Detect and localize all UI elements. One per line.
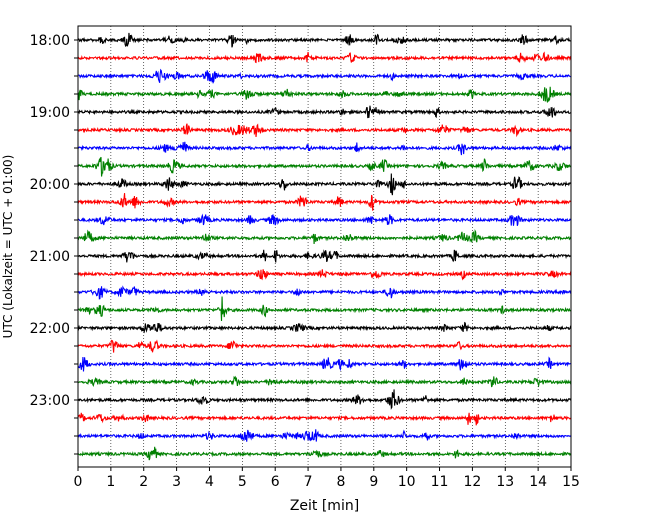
trace-22:15	[77, 339, 572, 353]
x-tick-label: 0	[74, 474, 83, 490]
trace-21:45	[77, 296, 572, 321]
trace-18:00	[77, 32, 572, 48]
trace-18:15	[77, 51, 572, 64]
trace-20:00	[77, 173, 572, 196]
trace-22:30	[77, 356, 572, 372]
y-axis-label: UTC (Lokalzeit = UTC + 01:00)	[1, 155, 15, 339]
trace-group	[77, 32, 572, 461]
x-tick-label: 1	[106, 474, 115, 490]
x-tick-label: 3	[172, 474, 181, 490]
x-tick-label: 11	[431, 474, 449, 490]
y-axis: 18:00 19:00 20:00 21:00 22:00 23:00	[30, 33, 78, 455]
x-tick-label: 7	[304, 474, 313, 490]
x-tick-label: 5	[238, 474, 247, 490]
trace-19:00	[77, 105, 572, 119]
trace-20:45	[77, 229, 572, 244]
y-tick-label: 19:00	[30, 105, 70, 121]
trace-18:30	[77, 68, 572, 85]
x-axis: 0 1 2 3 4 5 6 7 8 9 10 11 12 13 14 15	[74, 467, 580, 490]
trace-23:15	[77, 412, 572, 426]
x-tick-label: 15	[562, 474, 580, 490]
trace-21:00	[77, 249, 572, 263]
trace-19:30	[77, 141, 572, 156]
trace-21:15	[77, 269, 572, 281]
trace-23:30	[77, 429, 572, 442]
y-tick-label: 20:00	[30, 177, 70, 193]
y-tick-label: 21:00	[30, 249, 70, 265]
trace-19:45	[77, 156, 572, 177]
trace-23:00	[77, 389, 572, 410]
y-tick-label: 23:00	[30, 393, 70, 409]
trace-18:45	[77, 86, 572, 103]
trace-20:15	[77, 193, 572, 211]
y-tick-label: 18:00	[30, 33, 70, 49]
x-tick-label: 10	[398, 474, 416, 490]
x-tick-label: 14	[529, 474, 547, 490]
trace-19:15	[77, 123, 572, 138]
x-tick-label: 12	[463, 474, 481, 490]
x-tick-label: 6	[271, 474, 280, 490]
y-tick-label: 22:00	[30, 321, 70, 337]
trace-22:00	[77, 321, 572, 334]
x-tick-label: 13	[496, 474, 514, 490]
trace-20:30	[77, 213, 572, 226]
x-axis-label: Zeit [min]	[290, 498, 359, 514]
trace-21:30	[77, 285, 572, 300]
trace-22:45	[77, 375, 572, 388]
x-tick-label: 4	[205, 474, 214, 490]
x-tick-label: 2	[139, 474, 148, 490]
trace-23:45	[77, 446, 572, 461]
x-tick-label: 8	[336, 474, 345, 490]
x-tick-label: 9	[369, 474, 378, 490]
plot-frame	[77, 25, 572, 468]
